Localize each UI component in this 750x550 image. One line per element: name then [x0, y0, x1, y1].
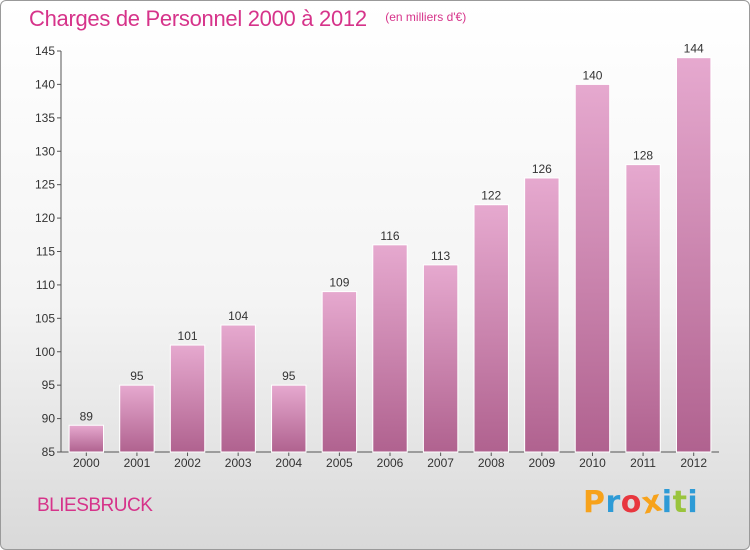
bar-2009	[524, 177, 560, 453]
x-tick-label-2000: 2000	[73, 456, 100, 470]
x-tick-label-2001: 2001	[124, 456, 151, 470]
x-tick-label-2008: 2008	[478, 456, 505, 470]
bar-2010	[574, 83, 611, 453]
bar-2008	[473, 204, 509, 453]
y-tick-label: 135	[35, 111, 55, 125]
bar-2002	[169, 344, 206, 453]
x-tick-label-2005: 2005	[326, 456, 353, 470]
data-label-2008: 122	[481, 189, 501, 203]
bar-2006	[372, 244, 408, 453]
bar-2003	[220, 324, 256, 453]
x-tick-label-2009: 2009	[528, 456, 555, 470]
y-tick-label: 110	[36, 278, 55, 292]
y-tick-label: 100	[35, 345, 55, 359]
bar-2012	[675, 57, 712, 453]
brand-letter: i	[661, 485, 673, 520]
data-label-2010: 140	[582, 68, 602, 82]
x-tick-label-2002: 2002	[174, 456, 201, 470]
x-tick-label-2006: 2006	[377, 456, 404, 470]
y-tick-label: 105	[35, 311, 55, 325]
brand-letter: t	[672, 485, 688, 520]
x-tick-label-2011: 2011	[630, 456, 656, 470]
data-label-2005: 109	[329, 276, 349, 290]
data-label-2001: 95	[130, 369, 144, 383]
data-label-2007: 113	[431, 249, 450, 263]
y-tick-label: 90	[42, 412, 56, 426]
data-label-2009: 126	[532, 162, 552, 176]
y-tick-label: 145	[35, 44, 55, 58]
chart-header: Charges de Personnel 2000 à 2012 (en mil…	[29, 6, 466, 32]
x-tick-label-2003: 2003	[225, 456, 252, 470]
data-label-2002: 101	[178, 329, 198, 343]
y-tick-label: 125	[35, 178, 55, 192]
data-label-2000: 89	[80, 409, 94, 423]
x-tick-label-2012: 2012	[680, 456, 707, 470]
bar-2004	[271, 384, 307, 453]
y-tick-label: 115	[36, 245, 55, 259]
data-label-2012: 144	[684, 42, 704, 56]
proxiti-logo: Proxiti	[583, 483, 699, 521]
bar-2005	[321, 291, 358, 453]
y-tick-label: 95	[42, 378, 56, 392]
x-tick-label-2007: 2007	[427, 456, 454, 470]
data-label-2004: 95	[282, 369, 296, 383]
brand-letter: i	[687, 485, 699, 520]
bar-2001	[119, 384, 155, 453]
chart-title: Charges de Personnel 2000 à 2012	[29, 6, 367, 31]
y-tick-label: 130	[35, 144, 55, 158]
bar-2011	[625, 164, 661, 453]
y-tick-label: 140	[35, 77, 55, 91]
y-tick-label: 85	[42, 445, 56, 459]
brand-letter: P	[583, 485, 606, 520]
bar-2007	[422, 264, 459, 453]
data-label-2011: 128	[633, 149, 653, 163]
brand-letter: o	[620, 485, 642, 520]
brand-letter: r	[605, 485, 621, 520]
chart-subtitle: (en milliers d'€)	[385, 10, 467, 24]
x-tick-label-2010: 2010	[579, 456, 606, 470]
data-label-2003: 104	[228, 309, 248, 323]
bar-2000	[68, 424, 105, 453]
x-tick-label-2004: 2004	[275, 456, 302, 470]
commune-name: BLIESBRUCK	[37, 495, 153, 516]
data-label-2006: 116	[380, 229, 399, 243]
y-tick-label: 120	[35, 211, 55, 225]
